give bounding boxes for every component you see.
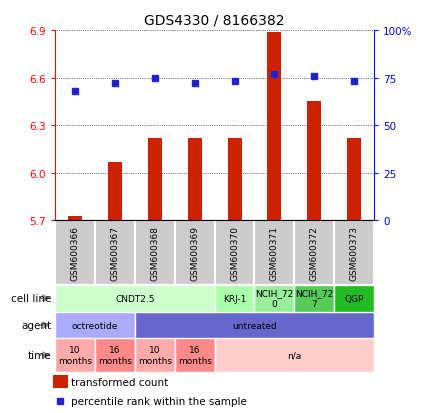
- FancyBboxPatch shape: [215, 285, 255, 312]
- Text: GSM600370: GSM600370: [230, 225, 239, 280]
- Text: CNDT2.5: CNDT2.5: [115, 294, 155, 303]
- Text: GSM600366: GSM600366: [71, 225, 79, 280]
- FancyBboxPatch shape: [55, 312, 135, 339]
- Bar: [267, 33, 281, 221]
- Text: transformed count: transformed count: [71, 377, 169, 387]
- Text: QGP: QGP: [344, 294, 364, 303]
- FancyBboxPatch shape: [294, 221, 334, 285]
- Text: GSM600367: GSM600367: [110, 225, 119, 280]
- FancyBboxPatch shape: [135, 312, 374, 339]
- Text: 10
months: 10 months: [58, 346, 92, 365]
- Text: GSM600368: GSM600368: [150, 225, 159, 280]
- Bar: [307, 102, 321, 221]
- FancyBboxPatch shape: [334, 285, 374, 312]
- Text: KRJ-1: KRJ-1: [223, 294, 246, 303]
- Text: cell line: cell line: [11, 293, 51, 304]
- FancyBboxPatch shape: [215, 221, 255, 285]
- Bar: [53, 375, 68, 388]
- FancyBboxPatch shape: [95, 221, 135, 285]
- Text: untreated: untreated: [232, 321, 277, 330]
- FancyBboxPatch shape: [135, 221, 175, 285]
- Text: GSM600373: GSM600373: [350, 225, 359, 280]
- FancyBboxPatch shape: [55, 339, 95, 372]
- FancyBboxPatch shape: [55, 221, 95, 285]
- Text: n/a: n/a: [287, 351, 301, 360]
- Text: time: time: [27, 350, 51, 360]
- Text: octreotide: octreotide: [72, 321, 118, 330]
- Bar: [227, 139, 241, 221]
- Text: GSM600369: GSM600369: [190, 225, 199, 280]
- FancyBboxPatch shape: [255, 221, 294, 285]
- FancyBboxPatch shape: [294, 285, 334, 312]
- FancyBboxPatch shape: [175, 339, 215, 372]
- FancyBboxPatch shape: [255, 285, 294, 312]
- Text: NCIH_72
7: NCIH_72 7: [295, 289, 333, 308]
- FancyBboxPatch shape: [175, 221, 215, 285]
- FancyBboxPatch shape: [215, 339, 374, 372]
- Bar: [108, 162, 122, 221]
- Text: GSM600371: GSM600371: [270, 225, 279, 280]
- FancyBboxPatch shape: [55, 285, 215, 312]
- Title: GDS4330 / 8166382: GDS4330 / 8166382: [144, 13, 285, 27]
- FancyBboxPatch shape: [135, 339, 175, 372]
- Bar: [68, 216, 82, 221]
- FancyBboxPatch shape: [95, 339, 135, 372]
- FancyBboxPatch shape: [334, 221, 374, 285]
- Bar: [148, 139, 162, 221]
- Text: agent: agent: [21, 320, 51, 330]
- Text: percentile rank within the sample: percentile rank within the sample: [71, 396, 247, 406]
- Text: 16
months: 16 months: [98, 346, 132, 365]
- Bar: [188, 139, 202, 221]
- Text: NCIH_72
0: NCIH_72 0: [255, 289, 294, 308]
- Bar: [347, 139, 361, 221]
- Text: GSM600372: GSM600372: [310, 225, 319, 280]
- Text: 10
months: 10 months: [138, 346, 172, 365]
- Text: 16
months: 16 months: [178, 346, 212, 365]
